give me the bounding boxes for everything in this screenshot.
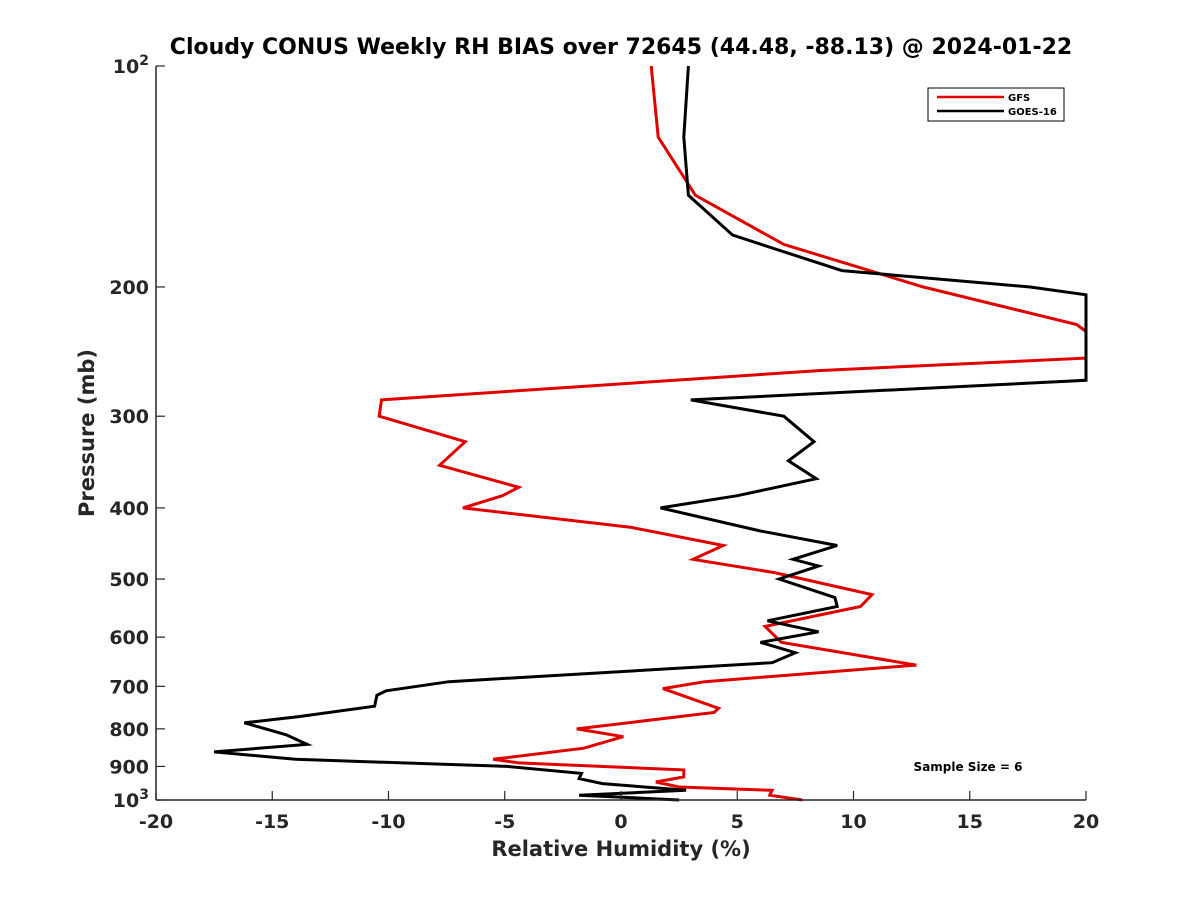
x-tick-label: -10	[371, 811, 405, 833]
legend-box	[927, 87, 1065, 122]
y-tick-label: 800	[109, 719, 149, 741]
y-tick-label: 300	[109, 406, 149, 428]
x-tick-label: 20	[1073, 811, 1099, 833]
y-tick-label: 600	[109, 627, 149, 649]
y-axis-label: Pressure (mb)	[75, 349, 99, 517]
series-layer	[213, 65, 1088, 802]
y-tick-label: 200	[109, 277, 149, 299]
axes-layer: -20 -15 -10 -5 0 5 10 15 20 102 200 300 400 500 600 700…	[109, 53, 1099, 833]
sample-size-annotation: Sample Size = 6	[914, 760, 1023, 774]
legend: GFS GOES-16	[927, 87, 1065, 122]
x-tick-label: -20	[139, 811, 173, 833]
x-tick-label: 10	[840, 811, 866, 833]
y-tick-label: 400	[109, 498, 149, 520]
y-tick-label: 500	[109, 569, 149, 591]
y-tick-label: 900	[109, 756, 149, 778]
y-tick-label: 103	[113, 787, 149, 812]
chart-title: Cloudy CONUS Weekly RH BIAS over 72645 (…	[170, 35, 1072, 60]
legend-label-goes16: GOES-16	[1008, 107, 1057, 118]
series-line-gfs	[377, 65, 1088, 802]
x-tick-label: 5	[731, 811, 744, 833]
legend-label-gfs: GFS	[1008, 93, 1030, 104]
x-tick-label: -15	[255, 811, 289, 833]
x-axis-label: Relative Humidity (%)	[491, 837, 750, 861]
x-tick-label: 15	[957, 811, 983, 833]
y-tick-label: 700	[109, 676, 149, 698]
y-tick-label: 102	[113, 53, 149, 78]
x-tick-label: -5	[494, 811, 515, 833]
series-line-goes16	[213, 65, 1088, 802]
x-tick-label: 0	[614, 811, 627, 833]
